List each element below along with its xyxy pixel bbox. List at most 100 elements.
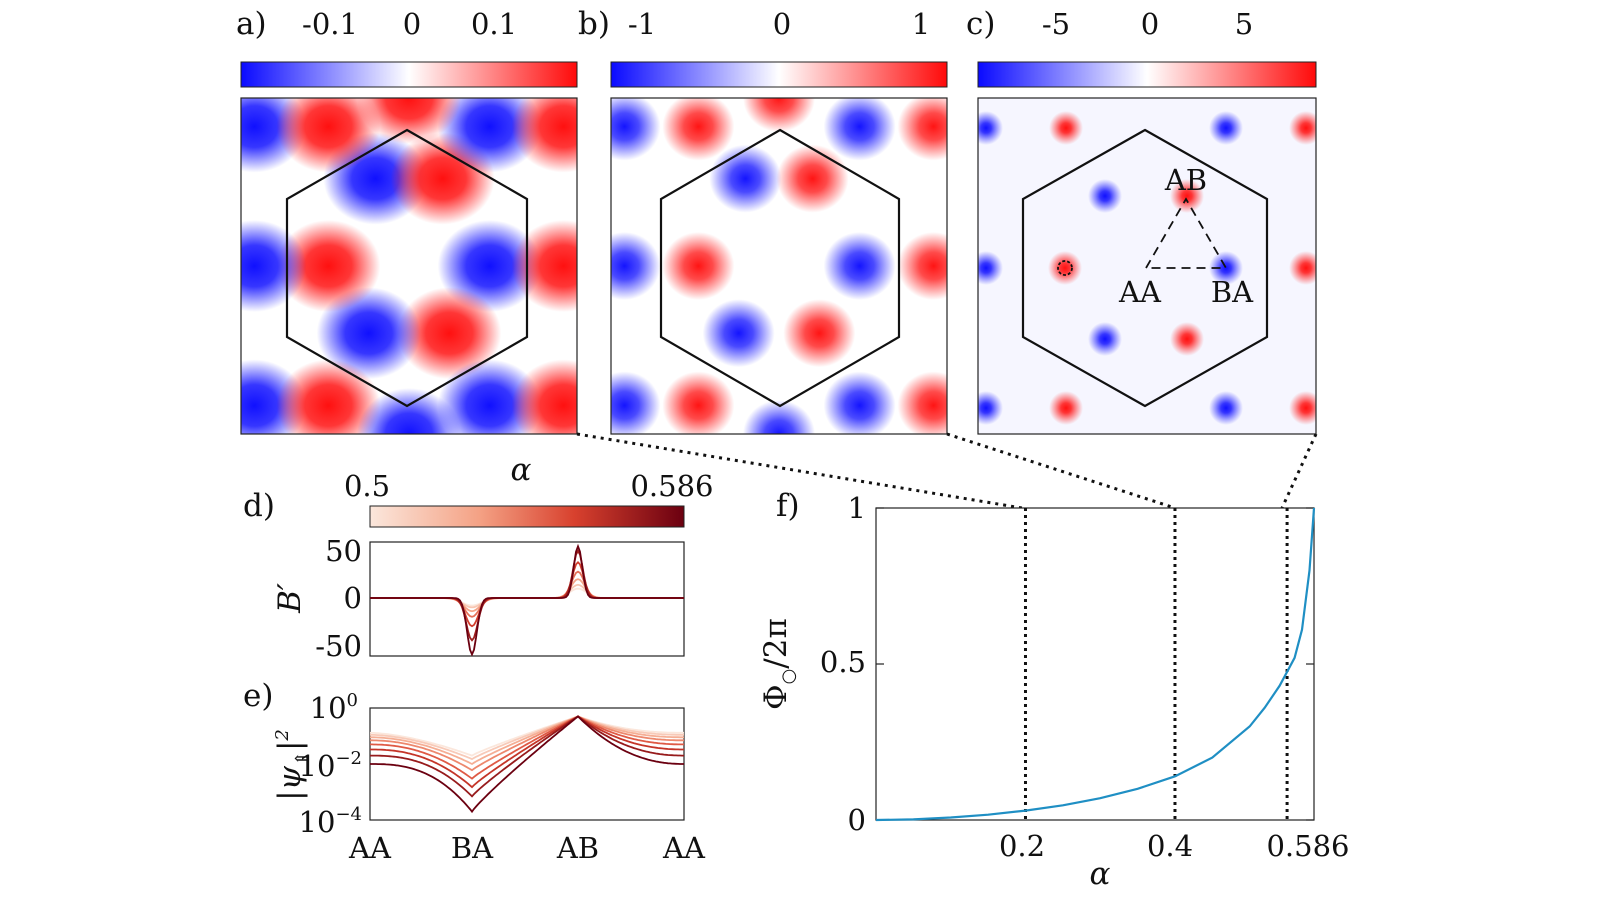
panel-b-colorbar — [610, 61, 948, 88]
positive-lobe — [897, 232, 947, 300]
negative-peak — [978, 391, 1003, 425]
positive-lobe — [783, 299, 856, 368]
x-tick: AA — [662, 831, 706, 865]
panel-e-axes — [369, 707, 685, 821]
x-tick: 0.586 — [1266, 829, 1349, 863]
negative-peak — [1088, 179, 1122, 213]
positive-lobe — [662, 232, 735, 300]
panel-e-ylabel: |ψ⇑|2 — [272, 729, 313, 801]
panel-f-axes — [875, 507, 1315, 821]
panel-a: a) -0.1 0 0.1 — [236, 6, 578, 435]
phi-curve — [875, 507, 1316, 822]
positive-peak — [1049, 391, 1083, 425]
negative-lobe — [357, 388, 461, 434]
density-curve — [370, 715, 684, 772]
panel-c-colorbar — [977, 61, 1317, 88]
y-tick-log: 100 — [310, 690, 358, 725]
stacking-triangle — [1144, 197, 1228, 269]
density-curve — [370, 715, 684, 766]
y-tick: 0 — [848, 803, 866, 837]
negative-lobe — [611, 98, 661, 161]
colorbar-tick: -5 — [1042, 7, 1070, 41]
alpha-colorbar — [369, 505, 685, 528]
y-tick: -50 — [315, 629, 362, 663]
site-label-ab: AB — [1164, 163, 1207, 197]
moire-cell-hexagon — [285, 128, 529, 408]
negative-lobe — [611, 232, 661, 300]
panel-b-map — [611, 98, 947, 434]
panel-b: b) -1 0 1 — [578, 6, 948, 435]
y-tick: 1 — [848, 491, 866, 525]
x-tick: AB — [556, 831, 599, 865]
panel-d-yticks: 50 0 -50 — [315, 534, 362, 663]
negative-lobe — [611, 371, 661, 434]
positive-peak — [1289, 251, 1316, 285]
moire-cell-hexagon — [659, 128, 901, 408]
positive-peak — [1289, 391, 1316, 425]
positive-lobe — [276, 220, 381, 312]
y-tick: 0.5 — [820, 645, 866, 679]
y-tick: 50 — [325, 534, 362, 568]
panel-d-axes — [369, 541, 685, 657]
colorbar-tick: 0 — [403, 7, 421, 41]
negative-peak — [1209, 251, 1243, 285]
colorbar-tick: 5 — [1235, 7, 1253, 41]
negative-lobe — [743, 400, 815, 434]
positive-lobe — [511, 98, 577, 173]
positive-peak — [1048, 251, 1082, 285]
positive-lobe — [776, 144, 849, 213]
panel-f-ylabel: Φ○/2π — [758, 618, 799, 710]
positive-lobe — [897, 371, 947, 434]
x-tick: BA — [451, 831, 494, 865]
connector-b — [946, 432, 1176, 510]
negative-lobe — [241, 220, 307, 312]
panel-b-label: b) — [578, 6, 610, 42]
x-tick: AA — [348, 831, 392, 865]
site-label-aa: AA — [1118, 275, 1162, 309]
density-curve — [370, 715, 684, 814]
density-curve — [370, 715, 684, 761]
panel-a-colorbar-ticks: -0.1 0 0.1 — [302, 7, 517, 41]
panel-f: f) 1 0.5 0 0.2 0.4 0.586 α Φ○/2π — [758, 488, 1350, 892]
negative-lobe — [823, 371, 896, 434]
colorbar-tick: 0 — [773, 7, 791, 41]
site-label-ba: BA — [1211, 275, 1254, 309]
density-curve — [370, 715, 684, 789]
positive-peak — [1170, 322, 1204, 356]
panel-d-curves — [370, 543, 684, 656]
panel-e-yticks: 100 10−2 10−4 — [299, 690, 362, 839]
positive-lobe — [511, 359, 577, 434]
density-curve — [370, 715, 684, 757]
colorbar-tick: 1 — [912, 7, 930, 41]
connector-lines — [576, 432, 1318, 510]
y-tick: 0 — [344, 581, 362, 615]
moire-cell-hexagon — [1021, 128, 1269, 408]
connector-a — [576, 432, 1023, 510]
positive-lobe — [276, 98, 381, 173]
positive-lobe — [357, 98, 461, 144]
panel-a-label: a) — [236, 6, 267, 42]
colorbar-tick: -1 — [628, 7, 656, 41]
panel-f-xlabel: α — [1090, 856, 1111, 892]
panel-e-xticks: AA BA AB AA — [348, 831, 706, 865]
alpha-colorbar-tick: 0.5 — [344, 469, 390, 503]
negative-peak — [978, 251, 1003, 285]
negative-peak — [1088, 322, 1122, 356]
colorbar-tick: -0.1 — [302, 7, 358, 41]
x-tick: 0.4 — [1147, 829, 1193, 863]
negative-peak — [1209, 111, 1243, 145]
panel-c-colorbar-ticks: -5 0 5 — [1042, 7, 1253, 41]
density-curve — [370, 715, 684, 780]
positive-peak — [1170, 179, 1204, 213]
colorbar-tick: 0.1 — [471, 7, 517, 41]
positive-lobe — [662, 371, 735, 434]
density-curve — [370, 715, 684, 798]
negative-lobe — [823, 232, 896, 300]
aa-site-marker — [1057, 260, 1073, 276]
panel-c-label: c) — [966, 6, 995, 42]
panel-e: e) 100 10−2 10−4 AA BA AB AA |ψ⇑|2 — [243, 678, 706, 865]
colorbar-tick: 0 — [1141, 7, 1159, 41]
panel-f-xticks: 0.2 0.4 0.586 — [999, 829, 1350, 863]
panel-d: α 0.5 0.586 d) 50 0 -50 B′ — [243, 452, 714, 663]
